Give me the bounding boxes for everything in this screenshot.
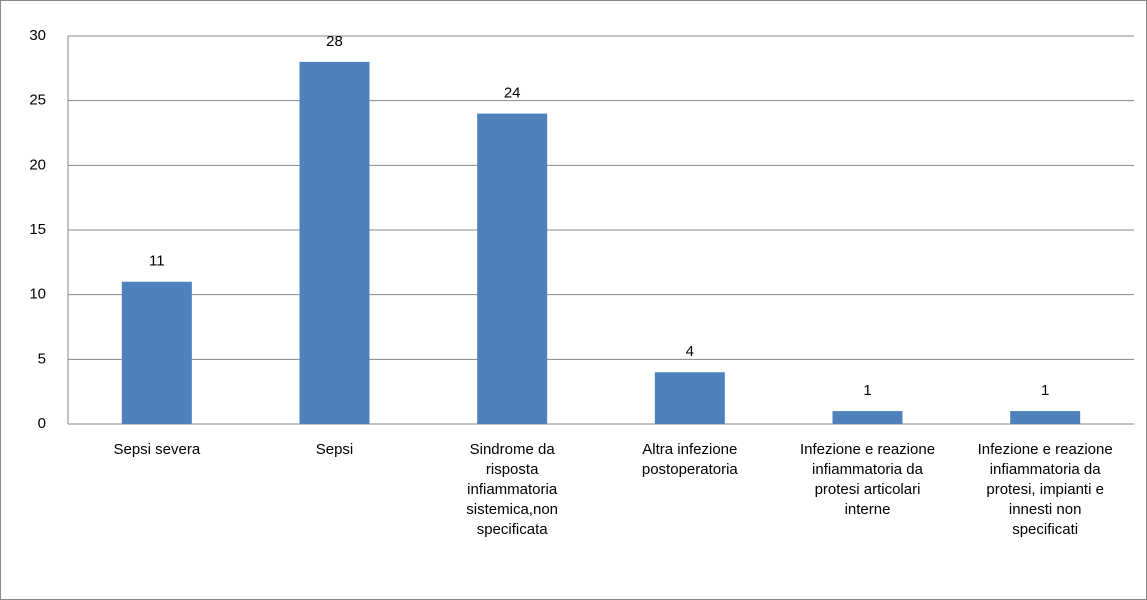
y-tick-label: 10	[29, 286, 46, 303]
x-tick-label: Altra infezione postoperatoria	[641, 441, 738, 478]
y-tick-label: 25	[29, 92, 46, 109]
bar	[477, 113, 548, 424]
y-tick-label: 30	[29, 27, 46, 44]
bar	[121, 281, 192, 424]
x-tick-label: Sepsi severa	[113, 441, 201, 458]
bar	[299, 61, 370, 424]
x-tick-label: Infezione e reazione infiammatoria da pr…	[799, 441, 936, 518]
data-label: 1	[1041, 382, 1049, 399]
y-tick-label: 20	[29, 156, 46, 173]
y-tick-label: 0	[38, 415, 46, 432]
bar	[654, 372, 725, 424]
x-tick-label: Sepsi	[315, 441, 354, 458]
data-label: 4	[686, 343, 694, 360]
bar	[832, 411, 903, 424]
x-tick-label: Infezione e reazione infiammatoria da pr…	[977, 441, 1113, 538]
data-label: 24	[504, 85, 521, 102]
x-tick-label: Sindrome da risposta infiammatoria siste…	[466, 441, 559, 538]
data-label: 28	[326, 33, 343, 50]
data-label: 11	[149, 253, 165, 270]
y-tick-label: 15	[29, 221, 46, 238]
bar	[1010, 411, 1081, 424]
data-label: 1	[863, 382, 871, 399]
y-tick-label: 5	[38, 350, 46, 367]
